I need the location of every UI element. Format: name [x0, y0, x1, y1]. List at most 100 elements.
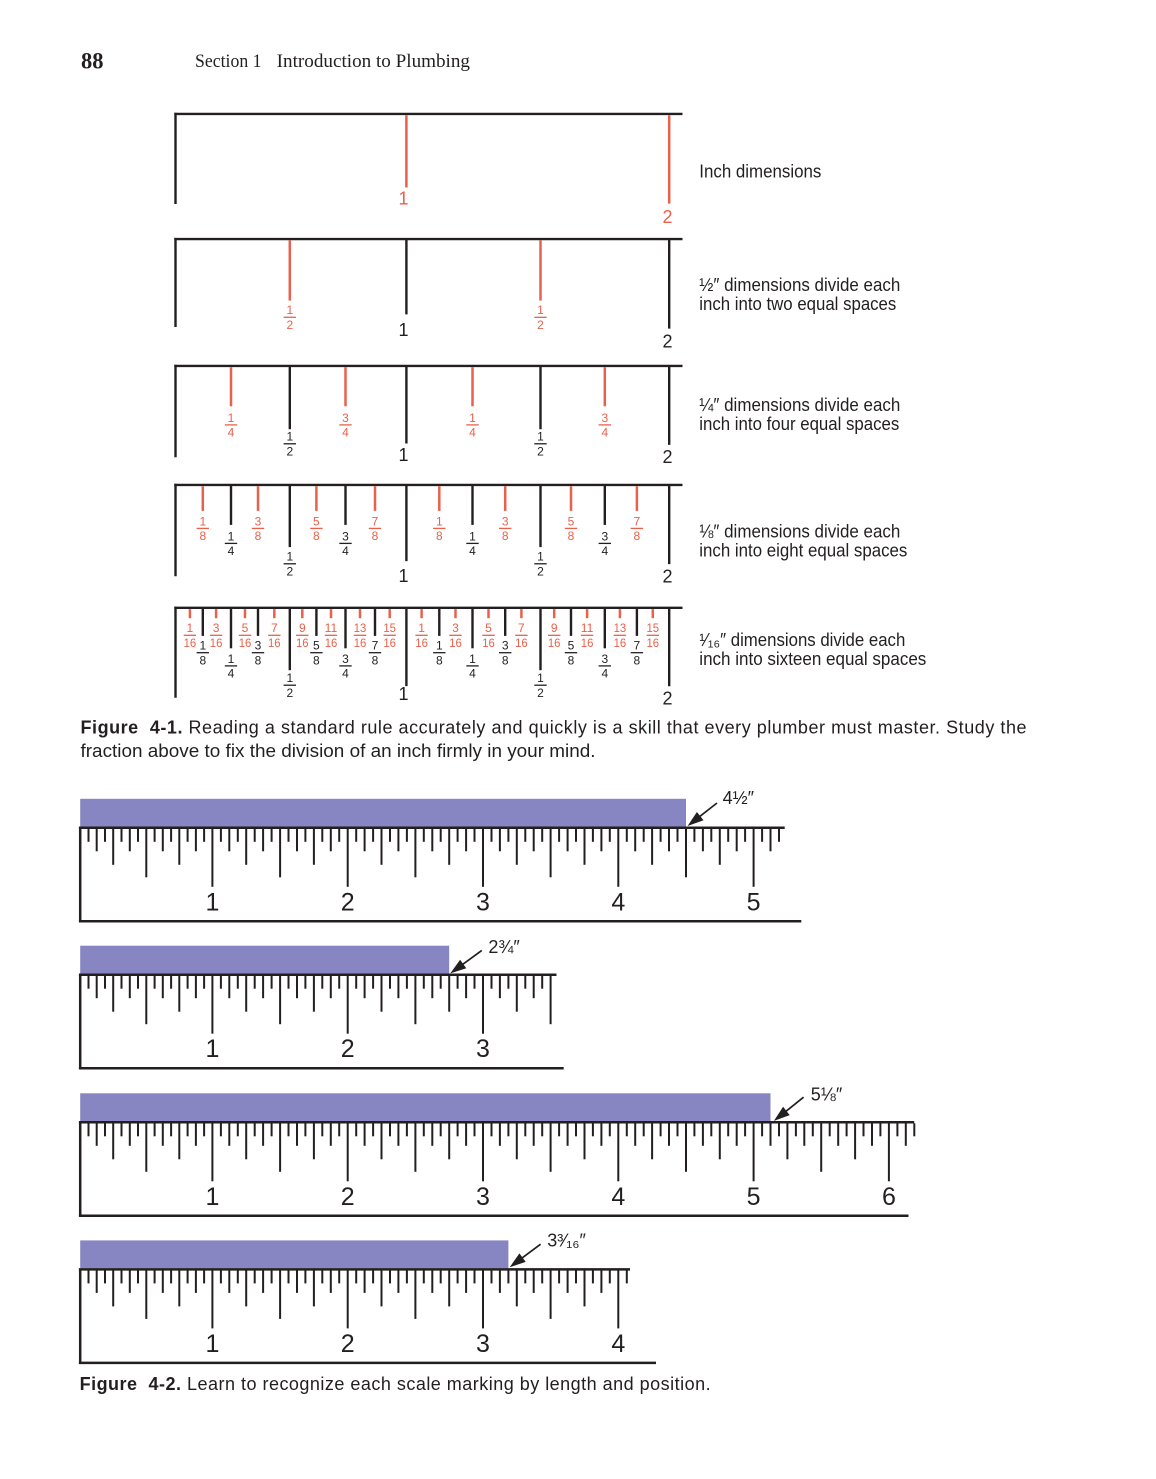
svg-text:16: 16: [548, 636, 561, 650]
svg-text:1: 1: [398, 684, 408, 704]
svg-text:16: 16: [581, 636, 594, 650]
svg-text:8: 8: [502, 653, 509, 667]
svg-text:16: 16: [415, 636, 428, 650]
svg-text:1: 1: [286, 430, 293, 444]
svg-text:Figure 4-1. Reading a standar: Figure 4-1. Reading a standard rule accu…: [81, 718, 1027, 738]
svg-text:8: 8: [372, 653, 379, 667]
svg-text:inch into sixteen equal spaces: inch into sixteen equal spaces: [699, 649, 926, 669]
svg-text:¼″ dimensions divide each: ¼″ dimensions divide each: [699, 395, 900, 415]
svg-text:1: 1: [286, 550, 293, 564]
svg-text:8: 8: [199, 653, 206, 667]
svg-text:⅛″ dimensions divide each: ⅛″ dimensions divide each: [699, 522, 900, 542]
svg-text:2: 2: [341, 888, 355, 916]
svg-text:1: 1: [398, 445, 408, 465]
svg-text:8: 8: [502, 529, 509, 543]
svg-text:7: 7: [372, 514, 379, 528]
svg-text:16: 16: [354, 636, 367, 650]
svg-text:1: 1: [228, 652, 235, 666]
svg-text:88: 88: [81, 49, 104, 75]
svg-text:2: 2: [662, 332, 672, 352]
svg-text:1: 1: [205, 1183, 219, 1211]
svg-text:16: 16: [482, 636, 495, 650]
svg-text:1: 1: [398, 189, 408, 209]
svg-text:2: 2: [537, 686, 544, 700]
svg-text:13: 13: [354, 621, 367, 635]
svg-text:1: 1: [205, 1035, 219, 1063]
svg-text:inch into four equal spaces: inch into four equal spaces: [699, 414, 899, 434]
svg-text:2: 2: [286, 686, 293, 700]
svg-text:1: 1: [205, 888, 219, 916]
svg-text:11: 11: [325, 621, 338, 635]
svg-text:4: 4: [601, 544, 608, 558]
svg-text:4: 4: [342, 426, 349, 440]
svg-text:3: 3: [255, 514, 262, 528]
svg-text:1: 1: [469, 411, 476, 425]
svg-text:5: 5: [568, 514, 575, 528]
svg-text:16: 16: [210, 636, 223, 650]
svg-text:16: 16: [383, 636, 396, 650]
svg-text:4: 4: [611, 888, 625, 916]
svg-text:inch into two equal spaces: inch into two equal spaces: [699, 294, 896, 314]
svg-text:16: 16: [647, 636, 660, 650]
svg-text:8: 8: [255, 529, 262, 543]
svg-text:4: 4: [228, 544, 235, 558]
svg-text:4½″: 4½″: [723, 788, 755, 808]
svg-text:Section 1: Section 1: [195, 51, 262, 72]
svg-text:1: 1: [286, 303, 293, 317]
svg-text:7: 7: [518, 621, 525, 635]
svg-text:8: 8: [568, 653, 575, 667]
svg-text:8: 8: [634, 529, 641, 543]
svg-text:1: 1: [228, 411, 235, 425]
svg-text:8: 8: [568, 529, 575, 543]
svg-text:2¾″: 2¾″: [488, 937, 520, 957]
svg-text:Inch dimensions: Inch dimensions: [699, 162, 821, 182]
svg-text:3³⁄₁₆″: 3³⁄₁₆″: [547, 1231, 586, 1251]
svg-text:1: 1: [205, 1330, 219, 1358]
svg-text:2: 2: [662, 689, 672, 709]
svg-text:2: 2: [341, 1330, 355, 1358]
svg-text:16: 16: [614, 636, 627, 650]
svg-text:inch into eight equal spaces: inch into eight equal spaces: [699, 541, 907, 561]
svg-text:11: 11: [581, 621, 594, 635]
svg-text:8: 8: [313, 653, 320, 667]
svg-text:1: 1: [199, 514, 206, 528]
svg-text:2: 2: [537, 444, 544, 458]
svg-text:16: 16: [296, 636, 309, 650]
svg-text:8: 8: [436, 653, 443, 667]
svg-text:16: 16: [239, 636, 252, 650]
svg-text:3: 3: [502, 639, 509, 653]
svg-text:4: 4: [601, 667, 608, 681]
svg-text:7: 7: [271, 621, 278, 635]
svg-text:9: 9: [551, 621, 558, 635]
svg-text:4: 4: [342, 544, 349, 558]
svg-text:2: 2: [286, 318, 293, 332]
svg-text:8: 8: [436, 529, 443, 543]
svg-text:6: 6: [882, 1183, 896, 1211]
svg-text:3: 3: [255, 639, 262, 653]
svg-text:2: 2: [341, 1183, 355, 1211]
svg-text:1: 1: [537, 303, 544, 317]
svg-text:1: 1: [469, 652, 476, 666]
svg-text:3: 3: [476, 1035, 490, 1063]
svg-text:16: 16: [515, 636, 528, 650]
svg-text:½″ dimensions divide each: ½″ dimensions divide each: [699, 275, 900, 295]
svg-text:3: 3: [342, 652, 349, 666]
svg-text:5: 5: [485, 621, 492, 635]
svg-text:Introduction to Plumbing: Introduction to Plumbing: [277, 51, 471, 72]
svg-text:15: 15: [647, 621, 660, 635]
svg-text:7: 7: [372, 639, 379, 653]
svg-text:1: 1: [286, 671, 293, 685]
svg-text:3: 3: [342, 529, 349, 543]
svg-text:4: 4: [228, 667, 235, 681]
svg-text:2: 2: [286, 564, 293, 578]
svg-text:1: 1: [199, 639, 206, 653]
svg-text:3: 3: [601, 529, 608, 543]
svg-text:8: 8: [372, 529, 379, 543]
svg-text:3: 3: [342, 411, 349, 425]
svg-text:1: 1: [537, 550, 544, 564]
svg-text:5⅛″: 5⅛″: [811, 1084, 843, 1104]
svg-text:16: 16: [449, 636, 462, 650]
svg-text:2: 2: [662, 207, 672, 227]
svg-text:1: 1: [537, 430, 544, 444]
svg-text:1: 1: [537, 671, 544, 685]
